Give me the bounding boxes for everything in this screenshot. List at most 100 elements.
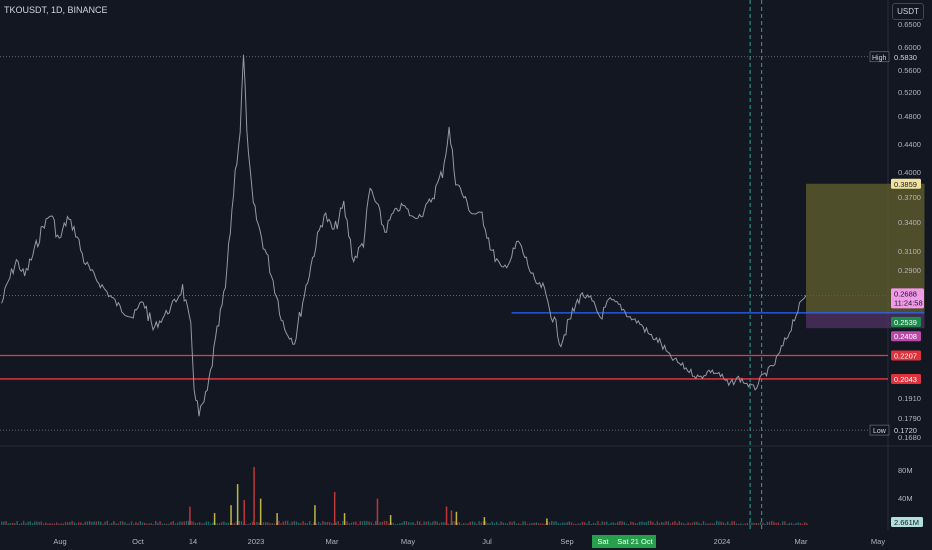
volume-bar <box>265 522 267 525</box>
volume-bar <box>185 520 188 525</box>
volume-bar <box>509 521 511 525</box>
volume-bar <box>293 521 295 525</box>
volume-bar <box>599 523 601 525</box>
volume-spike-4 <box>243 499 245 525</box>
volume-bar <box>689 523 691 525</box>
volume-bar <box>639 521 641 525</box>
volume-bar <box>97 521 100 525</box>
volume-bar <box>650 520 652 525</box>
support-1-value: 0.2207 <box>894 351 917 360</box>
volume-bar <box>31 523 34 525</box>
volume-bar <box>669 523 672 525</box>
volume-bar <box>331 523 333 525</box>
volume-spike-8 <box>314 505 316 525</box>
volume-bar <box>73 522 75 525</box>
volume-bar <box>416 520 419 525</box>
volume-bar <box>150 523 152 525</box>
volume-bar <box>713 523 716 525</box>
volume-bar <box>711 523 713 525</box>
volume-bar <box>130 521 133 525</box>
volume-bar <box>707 523 709 525</box>
volume-bar <box>438 523 441 525</box>
volume-bar <box>597 520 599 525</box>
volume-bar <box>258 522 260 525</box>
volume-bar <box>18 524 20 525</box>
volume-bar <box>584 522 586 525</box>
y-tick-label: 0.2900 <box>898 266 921 275</box>
volume-bar <box>388 523 390 525</box>
volume-bar <box>203 523 205 525</box>
volume-bar <box>300 523 302 525</box>
volume-bar <box>311 523 313 525</box>
volume-bar <box>144 522 146 525</box>
volume-bar <box>159 521 161 525</box>
volume-bar <box>592 522 595 525</box>
volume-bar <box>729 523 731 525</box>
y-tick-label: 0.3700 <box>898 193 921 202</box>
x-tick-label: Jul <box>482 537 492 546</box>
volume-bar <box>705 523 707 525</box>
y-tick-label: 0.1910 <box>898 394 921 403</box>
volume-bar <box>777 522 779 525</box>
volume-bar <box>75 523 78 525</box>
y-tick-label: 0.6000 <box>898 43 921 52</box>
volume-bar <box>58 523 60 525</box>
high-value: 0.5830 <box>894 53 917 62</box>
volume-bar <box>141 522 144 525</box>
volume-bar <box>738 523 740 525</box>
volume-bar <box>537 523 540 525</box>
volume-bar <box>533 522 535 525</box>
volume-bar <box>289 523 291 525</box>
low-value-bg <box>891 425 921 436</box>
volume-bar <box>366 521 368 525</box>
stop-value-bg <box>891 331 921 342</box>
y-tick-label: 0.4000 <box>898 168 921 177</box>
low-tag-bg <box>869 424 890 436</box>
volume-spike-10 <box>343 513 346 525</box>
volume-bar <box>124 522 126 525</box>
volume-bar <box>540 523 542 525</box>
volume-bar <box>755 523 757 525</box>
volume-spike-15 <box>455 511 458 525</box>
volume-bar <box>425 521 427 525</box>
volume-bar <box>80 522 82 525</box>
volume-bar <box>463 523 465 525</box>
volume-bar <box>47 523 49 525</box>
volume-bar <box>608 523 610 525</box>
volume-bar <box>379 522 381 525</box>
volume-bar <box>405 521 408 525</box>
volume-bar <box>526 523 529 525</box>
volume-bar <box>568 521 570 525</box>
volume-bar <box>271 523 273 525</box>
volume-bar <box>309 521 311 525</box>
volume-bar <box>326 522 328 525</box>
volume-bar <box>201 523 203 525</box>
volume-bar <box>474 522 476 525</box>
volume-bar <box>357 523 359 525</box>
y-tick-label: 0.5200 <box>898 88 921 97</box>
volume-bar <box>218 523 221 525</box>
volume-bar <box>381 521 383 525</box>
volume-bar <box>515 523 518 525</box>
volume-bar <box>315 523 317 525</box>
volume-bar <box>126 523 128 525</box>
volume-bar <box>617 521 619 525</box>
volume-bar <box>632 521 634 525</box>
currency-button[interactable]: USDT <box>892 3 924 20</box>
date-label-1: Sat <box>597 537 609 546</box>
volume-bar <box>104 521 106 525</box>
volume-bar <box>467 523 469 525</box>
entry-value-bg <box>891 316 921 327</box>
volume-bar <box>27 521 29 525</box>
volume-bar <box>302 521 304 525</box>
volume-bar <box>117 523 119 525</box>
volume-bar <box>419 521 421 525</box>
volume-bar <box>205 521 207 525</box>
volume-bar <box>672 522 674 525</box>
volume-spike-0 <box>189 506 191 525</box>
volume-bar <box>9 523 12 525</box>
volume-bar <box>306 522 309 525</box>
volume-bar <box>394 523 397 525</box>
volume-bar <box>392 522 394 525</box>
